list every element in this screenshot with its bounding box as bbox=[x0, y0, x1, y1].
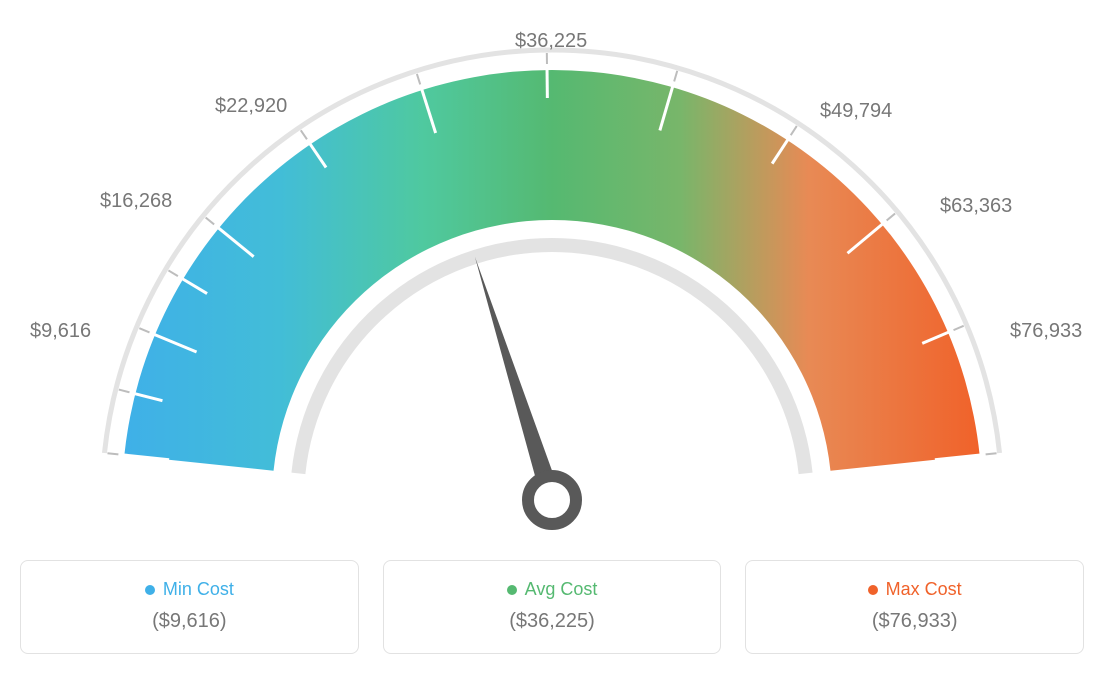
dot-icon bbox=[507, 585, 517, 595]
legend-title-text: Avg Cost bbox=[525, 579, 598, 600]
legend-value-avg: ($36,225) bbox=[394, 610, 711, 633]
legend-title-text: Min Cost bbox=[163, 579, 234, 600]
legend-title-max: Max Cost bbox=[756, 579, 1073, 600]
legend-row: Min Cost ($9,616) Avg Cost ($36,225) Max… bbox=[20, 560, 1084, 654]
gauge-tick-label: $63,363 bbox=[940, 195, 1012, 218]
gauge-tick-label: $9,616 bbox=[30, 320, 91, 343]
gauge-tick-label: $76,933 bbox=[1010, 320, 1082, 343]
legend-title-text: Max Cost bbox=[886, 579, 962, 600]
legend-title-avg: Avg Cost bbox=[394, 579, 711, 600]
legend-title-min: Min Cost bbox=[31, 579, 348, 600]
gauge-tick-label: $16,268 bbox=[100, 190, 172, 213]
dot-icon bbox=[868, 585, 878, 595]
legend-card-min: Min Cost ($9,616) bbox=[20, 560, 359, 654]
gauge-svg bbox=[20, 20, 1084, 540]
dot-icon bbox=[145, 585, 155, 595]
legend-value-min: ($9,616) bbox=[31, 610, 348, 633]
legend-card-max: Max Cost ($76,933) bbox=[745, 560, 1084, 654]
legend-card-avg: Avg Cost ($36,225) bbox=[383, 560, 722, 654]
gauge-chart: $9,616 $16,268 $22,920 $36,225 $49,794 $63,36… bbox=[20, 20, 1084, 540]
gauge-tick-label: $36,225 bbox=[515, 30, 587, 53]
legend-value-max: ($76,933) bbox=[756, 610, 1073, 633]
gauge-tick-label: $49,794 bbox=[820, 100, 892, 123]
gauge-tick-label: $22,920 bbox=[215, 95, 287, 118]
